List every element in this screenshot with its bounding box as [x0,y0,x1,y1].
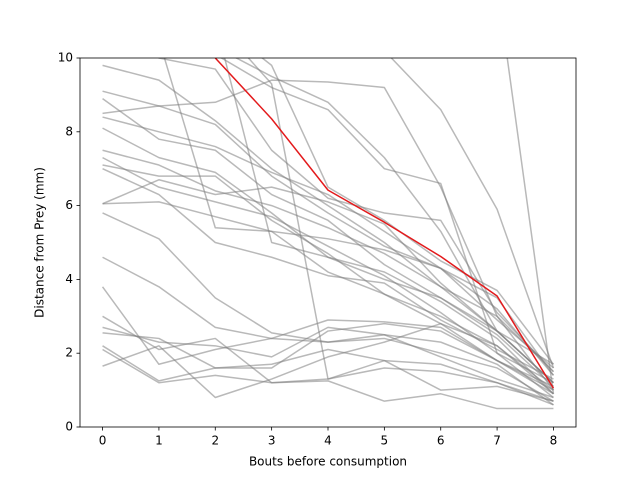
series-line [214,58,555,389]
series-line [101,286,554,406]
series-line [234,58,554,384]
series-line [102,315,554,410]
series-line [102,326,554,399]
y-tick-label: 2 [65,346,73,360]
series-line [102,179,554,365]
x-tick-label: 5 [381,434,389,448]
series-line [102,64,554,384]
series-line [102,168,554,380]
series-line [102,256,554,391]
y-tick-label: 0 [65,420,73,434]
series-line [506,58,555,394]
series-line [102,212,554,402]
series-line [102,149,554,373]
x-tick-label: 0 [99,434,107,448]
x-axis-label: Bouts before consumption [249,455,407,469]
series-line [163,58,555,376]
y-tick-label: 6 [65,198,73,212]
series-line [157,58,554,373]
x-tick-label: 8 [550,434,558,448]
plot-lines [101,58,555,410]
series-line [102,164,554,395]
x-tick-label: 3 [268,434,276,448]
series-line [102,345,554,406]
x-tick-label: 2 [211,434,219,448]
x-tick-label: 1 [155,434,163,448]
series-line [102,90,554,369]
y-tick-label: 10 [58,51,73,65]
series-line [102,322,554,399]
series-line [223,58,554,384]
series-line [102,322,554,388]
x-tick-label: 6 [437,434,445,448]
x-tick-label: 4 [324,434,332,448]
series-line [247,58,554,402]
y-axis-label: Distance from Prey (mm) [33,167,47,318]
y-tick-label: 8 [65,124,73,138]
plot-frame [79,57,577,428]
x-tick-label: 7 [493,434,501,448]
series-line [102,201,554,395]
series-line [102,97,554,387]
series-line [220,58,554,384]
y-tick-label: 4 [65,272,73,286]
series-line [390,58,555,369]
